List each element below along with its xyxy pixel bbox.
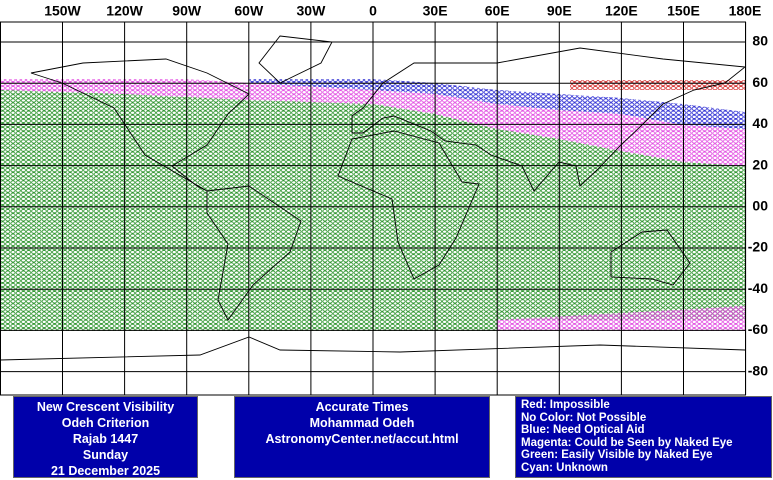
- longitude-label: 180E: [729, 3, 762, 19]
- greenland: [258, 35, 333, 84]
- eurasia: [351, 47, 747, 192]
- latitude-label: 00: [752, 198, 768, 214]
- credit-line: Mohammad Odeh: [309, 416, 415, 430]
- africa: [337, 130, 480, 280]
- event-line: Sunday: [82, 448, 129, 462]
- longitude-label: 150W: [44, 3, 81, 19]
- longitude-label: 90W: [172, 3, 202, 19]
- latitude-label: -80: [748, 362, 768, 378]
- latitude-label: 60: [752, 74, 768, 90]
- event-line: 21 December 2025: [50, 464, 161, 478]
- legend-entry: Red: Impossible: [521, 399, 610, 411]
- australia: [610, 229, 691, 286]
- latitude-label: -20: [748, 239, 768, 255]
- latitude-label: 80: [752, 33, 768, 49]
- longitude-label: 30W: [297, 3, 327, 19]
- info-box-event: New Crescent Visibility Odeh Criterion Raj…: [13, 396, 198, 478]
- event-line: New Crescent Visibility: [36, 400, 175, 414]
- info-box-legend: Red: Impossible No Color: Not Possible Blu…: [515, 396, 772, 478]
- visibility-map: 150W 120W 90W 60W 30W 0 30E 60E 90E 120E 150E 180E 8…: [0, 3, 768, 396]
- antarctica: [0, 336, 746, 361]
- zone-red: [570, 80, 745, 90]
- longitude-label: 0: [369, 3, 377, 19]
- legend-entry: Green: Easily Visible by Naked Eye: [521, 449, 713, 461]
- event-line: Rajab 1447: [72, 432, 139, 446]
- info-box-credits: Accurate Times Mohammad Odeh AstronomyCent…: [234, 396, 490, 478]
- latitude-label: -60: [748, 321, 768, 337]
- longitude-label: 120E: [605, 3, 638, 19]
- map-border: [0, 21, 746, 396]
- legend-entry: No Color: Not Possible: [521, 411, 647, 424]
- north-america: [30, 58, 250, 192]
- legend-entry: Magenta: Could be Seen by Naked Eye: [521, 436, 733, 449]
- credit-line: AstronomyCenter.net/accut.html: [265, 432, 459, 446]
- latitude-label: -40: [748, 280, 768, 296]
- longitude-label: 30E: [423, 3, 448, 19]
- longitude-label: 120W: [106, 3, 143, 19]
- longitude-label: 90E: [547, 3, 572, 19]
- axis-labels: 150W 120W 90W 60W 30W 0 30E 60E 90E 120E 150E 180E 8…: [44, 3, 768, 379]
- latitude-label: 20: [752, 156, 768, 172]
- event-line: Odeh Criterion: [61, 416, 150, 430]
- south-america: [206, 185, 302, 321]
- longitude-label: 60W: [234, 3, 264, 19]
- legend-entry: Blue: Need Optical Aid: [521, 424, 645, 436]
- longitude-label: 60E: [485, 3, 510, 19]
- latitude-label: 40: [752, 115, 768, 131]
- longitude-label: 150E: [667, 3, 700, 19]
- legend-entry: Cyan: Unknown: [521, 461, 608, 474]
- land-outlines: [0, 35, 747, 361]
- credit-line: Accurate Times: [315, 400, 409, 414]
